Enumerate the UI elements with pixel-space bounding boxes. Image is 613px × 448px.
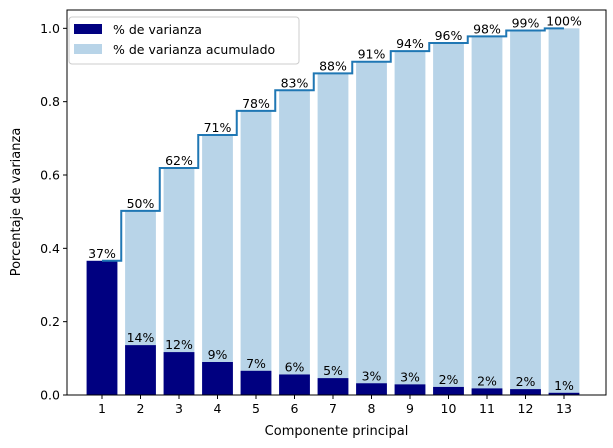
individual-value-label: 2% xyxy=(439,372,459,387)
individual-bar xyxy=(356,383,387,395)
cumulative-bar xyxy=(202,135,233,396)
legend: % de varianza % de varianza acumulado xyxy=(68,16,300,65)
individual-bar xyxy=(433,386,464,395)
y-tick-label: 0.8 xyxy=(40,94,60,109)
x-tick-label: 13 xyxy=(556,401,572,416)
cumulative-value-label: 96% xyxy=(435,28,463,43)
individual-bars xyxy=(86,260,580,395)
cumulative-step-line xyxy=(102,27,564,262)
individual-value-label: 2% xyxy=(516,374,536,389)
plot-frame xyxy=(66,9,607,396)
x-ticks: 1 2 3 4 5 6 7 8 9 10 11 12 13 xyxy=(98,395,572,416)
individual-value-label: 12% xyxy=(165,337,193,352)
individual-bar xyxy=(317,378,349,395)
individual-value-label: 7% xyxy=(246,356,266,371)
cumulative-value-label: 99% xyxy=(512,16,540,31)
x-tick-label: 3 xyxy=(175,401,183,416)
individual-bar xyxy=(125,345,156,395)
y-ticks: 0.0 0.2 0.4 0.6 0.8 1.0 xyxy=(40,21,67,403)
cumulative-value-label: 88% xyxy=(319,58,347,73)
cumulative-bar xyxy=(471,36,503,396)
cumulative-bar xyxy=(433,43,464,395)
x-tick-label: 4 xyxy=(214,401,222,416)
y-tick-label: 0.0 xyxy=(40,388,60,403)
data-labels: 37% 14% 50% 12% 62% 9% 71% 7% 78% 6% 83% 5% 88% 3% 91%… xyxy=(88,13,582,392)
cumulative-bar xyxy=(510,30,541,396)
individual-bar xyxy=(163,352,195,395)
y-tick-label: 0.4 xyxy=(40,241,60,256)
cumulative-bars xyxy=(86,28,580,396)
individual-value-label: 14% xyxy=(127,330,155,345)
cumulative-value-label: 100% xyxy=(546,13,582,28)
individual-bar xyxy=(394,384,426,395)
individual-bar xyxy=(86,260,118,395)
x-tick-label: 5 xyxy=(252,401,260,416)
cumulative-value-label: 78% xyxy=(242,96,270,111)
individual-value-label: 6% xyxy=(285,359,305,374)
legend-swatch-cumulative xyxy=(74,44,102,54)
x-tick-label: 10 xyxy=(441,401,457,416)
cumulative-value-label: 91% xyxy=(358,47,386,62)
cumulative-bar xyxy=(394,51,426,396)
x-axis-label: Componente principal xyxy=(265,424,409,439)
individual-bar xyxy=(548,392,580,395)
individual-bar xyxy=(471,388,503,395)
cumulative-value-label: 50% xyxy=(127,196,155,211)
x-tick-label: 2 xyxy=(137,401,145,416)
legend-swatch-individual xyxy=(74,24,102,34)
y-tick-label: 1.0 xyxy=(40,21,60,36)
cumulative-value-label: 98% xyxy=(473,21,501,36)
x-tick-label: 11 xyxy=(479,401,495,416)
individual-value-label: 3% xyxy=(362,368,382,383)
x-tick-label: 12 xyxy=(518,401,534,416)
x-tick-label: 9 xyxy=(406,401,414,416)
cumulative-bar xyxy=(279,90,310,396)
y-tick-label: 0.6 xyxy=(40,168,60,183)
x-tick-label: 1 xyxy=(98,401,106,416)
legend-label-cumulative: % de varianza acumulado xyxy=(113,42,275,57)
cumulative-value-label: 83% xyxy=(281,75,309,90)
x-tick-label: 8 xyxy=(368,401,376,416)
x-tick-label: 6 xyxy=(291,401,299,416)
y-axis-label: Porcentaje de varianza xyxy=(9,128,24,277)
cumulative-value-label: 62% xyxy=(165,153,193,168)
individual-value-label: 3% xyxy=(400,369,420,384)
individual-value-label: 37% xyxy=(88,246,116,261)
x-tick-label: 7 xyxy=(329,401,337,416)
individual-value-label: 1% xyxy=(554,378,574,393)
cumulative-value-label: 94% xyxy=(396,36,424,51)
individual-value-label: 5% xyxy=(323,363,343,378)
individual-bar xyxy=(202,362,233,395)
cumulative-bar xyxy=(548,28,580,395)
cumulative-bar xyxy=(317,73,349,395)
individual-bar xyxy=(240,370,272,395)
individual-bar xyxy=(279,374,310,395)
individual-bar xyxy=(510,389,541,395)
individual-value-label: 9% xyxy=(208,347,228,362)
y-tick-label: 0.2 xyxy=(40,314,60,329)
cumulative-bar xyxy=(240,110,272,395)
cumulative-bar xyxy=(356,61,387,395)
individual-value-label: 2% xyxy=(477,373,497,388)
cumulative-value-label: 71% xyxy=(204,120,232,135)
legend-label-individual: % de varianza xyxy=(113,22,202,37)
